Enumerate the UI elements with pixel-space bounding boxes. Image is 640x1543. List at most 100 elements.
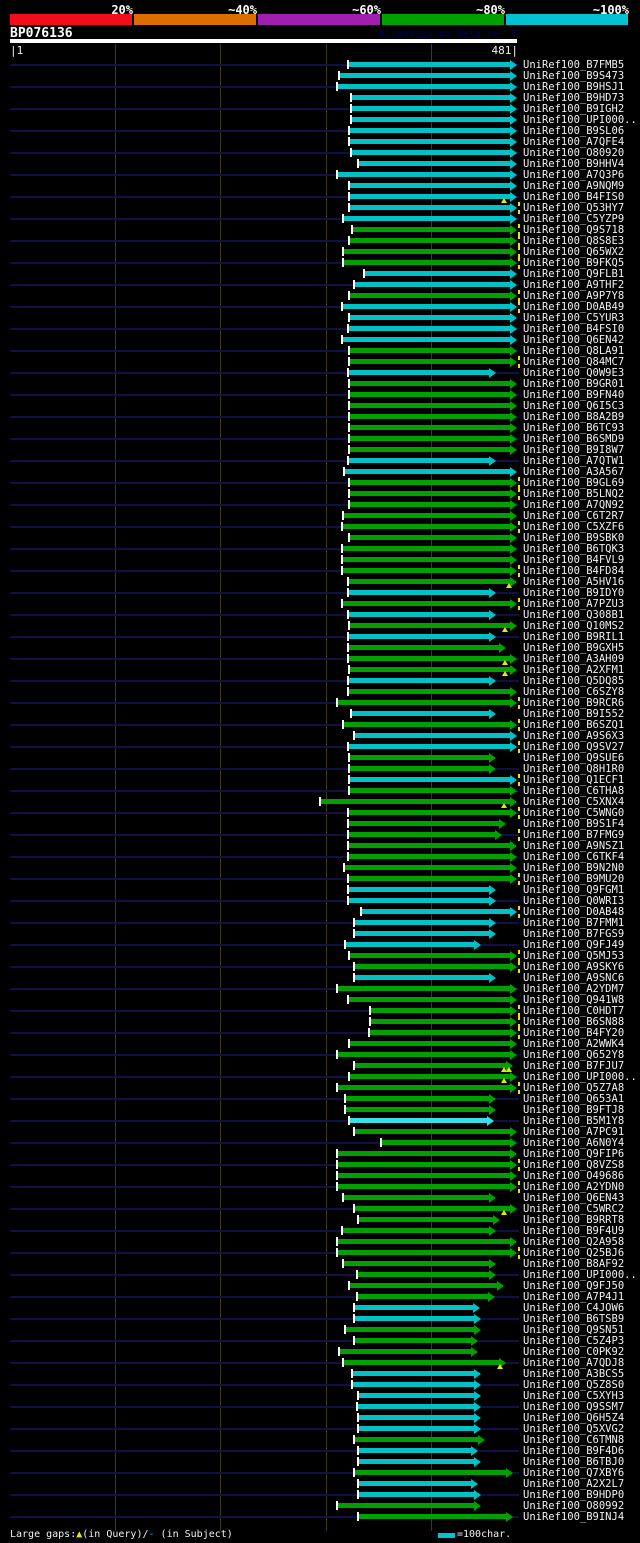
- hit-label[interactable]: UniRef100_B6TSB9: [523, 1313, 625, 1325]
- hit-label[interactable]: UniRef100_B9FTJ8: [523, 1104, 625, 1116]
- hit-label[interactable]: UniRef100_Q6I5C3: [523, 400, 625, 412]
- alignment-bar[interactable]: [350, 502, 510, 507]
- alignment-bar[interactable]: [346, 1327, 474, 1332]
- alignment-bar[interactable]: [338, 1052, 510, 1057]
- alignment-bar[interactable]: [382, 1140, 510, 1145]
- hit-label[interactable]: UniRef100_A7Q3P6: [523, 169, 625, 181]
- hit-label[interactable]: UniRef100_B9RCR6: [523, 697, 625, 709]
- hit-label[interactable]: UniRef100_B8A2B9: [523, 411, 625, 423]
- hit-label[interactable]: UniRef100_Q9FLB1: [523, 268, 625, 280]
- alignment-bar[interactable]: [338, 1239, 510, 1244]
- hit-label[interactable]: UniRef100_B6TC93: [523, 422, 625, 434]
- alignment-bar[interactable]: [359, 1448, 471, 1453]
- alignment-bar[interactable]: [350, 348, 510, 353]
- alignment-bar[interactable]: [350, 491, 510, 496]
- alignment-bar[interactable]: [355, 1129, 510, 1134]
- hit-label[interactable]: UniRef100_C0HDT7: [523, 1005, 625, 1017]
- alignment-bar[interactable]: [338, 1162, 510, 1167]
- alignment-bar[interactable]: [350, 128, 510, 133]
- alignment-bar[interactable]: [349, 854, 510, 859]
- hit-label[interactable]: UniRef100_C5YUR3: [523, 312, 625, 324]
- hit-label[interactable]: UniRef100_Q9SV27: [523, 741, 625, 753]
- hit-label[interactable]: UniRef100_B4FVL9: [523, 554, 625, 566]
- hit-label[interactable]: UniRef100_Q9S718: [523, 224, 625, 236]
- hit-label[interactable]: UniRef100_C5XNX4: [523, 796, 625, 808]
- hit-label[interactable]: UniRef100_B8AF92: [523, 1258, 625, 1270]
- alignment-bar[interactable]: [358, 1272, 489, 1277]
- hit-label[interactable]: UniRef100_A7QTW1: [523, 455, 625, 467]
- alignment-bar[interactable]: [352, 95, 510, 100]
- hit-label[interactable]: UniRef100_Q5XVG2: [523, 1423, 625, 1435]
- alignment-bar[interactable]: [349, 997, 510, 1002]
- hit-label[interactable]: UniRef100_B5M1Y8: [523, 1115, 625, 1127]
- hit-label[interactable]: UniRef100_C6TMN8: [523, 1434, 625, 1446]
- alignment-bar[interactable]: [359, 1217, 493, 1222]
- alignment-bar[interactable]: [365, 271, 510, 276]
- hit-label[interactable]: UniRef100_C6SZY8: [523, 686, 625, 698]
- alignment-bar[interactable]: [338, 1250, 510, 1255]
- alignment-bar[interactable]: [346, 1096, 489, 1101]
- hit-label[interactable]: UniRef100_Q9FJ49: [523, 939, 625, 951]
- alignment-bar[interactable]: [350, 392, 510, 397]
- alignment-bar[interactable]: [349, 887, 489, 892]
- alignment-bar[interactable]: [355, 1470, 506, 1475]
- alignment-bar[interactable]: [350, 194, 510, 199]
- hit-label[interactable]: UniRef100_Q8VZS8: [523, 1159, 625, 1171]
- alignment-bar[interactable]: [359, 1514, 506, 1519]
- alignment-bar[interactable]: [349, 326, 510, 331]
- alignment-bar[interactable]: [355, 975, 489, 980]
- hit-label[interactable]: UniRef100_A2YDN0: [523, 1181, 625, 1193]
- alignment-bar[interactable]: [343, 524, 510, 529]
- alignment-bar[interactable]: [355, 931, 489, 936]
- hit-label[interactable]: UniRef100_B9RIL1: [523, 631, 625, 643]
- alignment-bar[interactable]: [350, 667, 510, 672]
- alignment-bar[interactable]: [355, 964, 510, 969]
- hit-label[interactable]: UniRef100_Q0WRI3: [523, 895, 625, 907]
- alignment-bar[interactable]: [350, 293, 510, 298]
- alignment-bar[interactable]: [355, 1316, 474, 1321]
- hit-label[interactable]: UniRef100_A9SNC6: [523, 972, 625, 984]
- hit-label[interactable]: UniRef100_B9HSJ1: [523, 81, 625, 93]
- hit-label[interactable]: UniRef100_B9HHV4: [523, 158, 625, 170]
- hit-label[interactable]: UniRef100_Q9SN51: [523, 1324, 625, 1336]
- hit-label[interactable]: UniRef100_B7FMM1: [523, 917, 625, 929]
- alignment-bar[interactable]: [343, 568, 510, 573]
- alignment-bar[interactable]: [352, 711, 489, 716]
- hit-label[interactable]: UniRef100_B4FIS0: [523, 191, 625, 203]
- alignment-bar[interactable]: [343, 337, 510, 342]
- hit-label[interactable]: UniRef100_Q9FJ50: [523, 1280, 625, 1292]
- alignment-bar[interactable]: [349, 810, 510, 815]
- alignment-bar[interactable]: [338, 700, 510, 705]
- hit-label[interactable]: UniRef100_B9I8W7: [523, 444, 625, 456]
- alignment-bar[interactable]: [344, 513, 510, 518]
- alignment-bar[interactable]: [352, 106, 510, 111]
- hit-label[interactable]: UniRef100_A7QDJ8: [523, 1357, 625, 1369]
- hit-label[interactable]: UniRef100_A9NQM9: [523, 180, 625, 192]
- alignment-bar[interactable]: [359, 1393, 474, 1398]
- alignment-bar[interactable]: [349, 645, 499, 650]
- alignment-bar[interactable]: [359, 1492, 474, 1497]
- alignment-bar[interactable]: [350, 425, 510, 430]
- alignment-bar[interactable]: [355, 1206, 510, 1211]
- alignment-bar[interactable]: [338, 986, 510, 991]
- hit-label[interactable]: UniRef100_C5XYH3: [523, 1390, 625, 1402]
- hit-label[interactable]: UniRef100_A7QFE4: [523, 136, 625, 148]
- hit-label[interactable]: UniRef100_Q8S8E3: [523, 235, 625, 247]
- alignment-bar[interactable]: [353, 1371, 474, 1376]
- alignment-bar[interactable]: [350, 788, 510, 793]
- alignment-bar[interactable]: [355, 282, 510, 287]
- hit-label[interactable]: UniRef100_UPI000..: [523, 1071, 637, 1083]
- alignment-bar[interactable]: [355, 733, 510, 738]
- hit-label[interactable]: UniRef100_B9S1F4: [523, 818, 625, 830]
- hit-label[interactable]: UniRef100_Q6EN42: [523, 334, 625, 346]
- alignment-bar[interactable]: [350, 480, 510, 485]
- alignment-bar[interactable]: [343, 546, 510, 551]
- alignment-bar[interactable]: [349, 62, 510, 67]
- alignment-bar[interactable]: [352, 117, 510, 122]
- hit-label[interactable]: UniRef100_B9IDY0: [523, 587, 625, 599]
- hit-label[interactable]: UniRef100_C4JOW6: [523, 1302, 625, 1314]
- alignment-bar[interactable]: [349, 370, 489, 375]
- hit-label[interactable]: UniRef100_Q9SUE6: [523, 752, 625, 764]
- alignment-bar[interactable]: [346, 942, 474, 947]
- hit-label[interactable]: UniRef100_B9HDP0: [523, 1489, 625, 1501]
